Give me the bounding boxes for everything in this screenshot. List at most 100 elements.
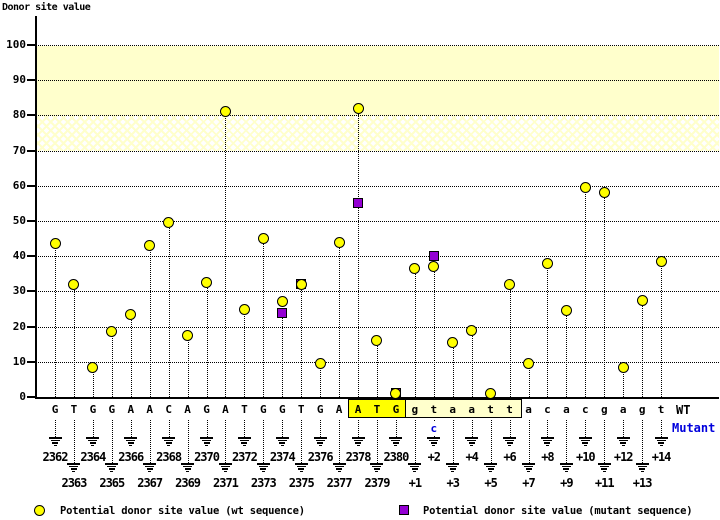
ground-tick-icon bbox=[484, 463, 498, 473]
wt-point bbox=[49, 238, 61, 250]
position-label: +12 bbox=[613, 450, 634, 464]
wt-point bbox=[144, 240, 156, 252]
sequence-letter: G bbox=[316, 403, 324, 416]
ground-tick-icon bbox=[332, 463, 346, 473]
y-tick-10 bbox=[27, 360, 35, 363]
point-stem bbox=[149, 245, 151, 397]
point-stem bbox=[376, 340, 378, 397]
position-label: +3 bbox=[446, 476, 460, 490]
ground-tick-icon bbox=[559, 463, 573, 473]
legend-mutant-marker-icon bbox=[399, 505, 409, 515]
ground-tick-icon bbox=[503, 437, 517, 447]
wt-point bbox=[314, 358, 326, 370]
position-stem bbox=[547, 420, 549, 437]
position-stem bbox=[301, 420, 303, 463]
position-stem bbox=[206, 420, 208, 437]
grid-line-60 bbox=[36, 185, 719, 187]
point-stem bbox=[642, 300, 644, 397]
y-tick-20 bbox=[27, 325, 35, 328]
grid-line-50 bbox=[36, 221, 719, 222]
point-stem bbox=[661, 261, 663, 397]
ground-tick-icon bbox=[294, 463, 308, 473]
wt-point bbox=[617, 361, 629, 373]
y-tick-label-70: 70 bbox=[12, 143, 26, 157]
wt-point bbox=[428, 261, 440, 273]
position-label: +8 bbox=[541, 450, 554, 464]
point-stem bbox=[55, 243, 56, 397]
wt-point bbox=[409, 263, 421, 275]
wt-point bbox=[219, 106, 231, 118]
sequence-letter: c bbox=[544, 403, 551, 416]
sequence-letter: g bbox=[411, 403, 419, 416]
sequence-letter: A bbox=[184, 403, 191, 416]
point-stem bbox=[452, 342, 454, 397]
point-stem bbox=[358, 108, 360, 397]
sequence-letter: G bbox=[108, 403, 116, 416]
position-stem bbox=[111, 420, 113, 463]
position-stem bbox=[130, 420, 132, 437]
position-label: +7 bbox=[522, 476, 535, 490]
wt-point bbox=[182, 329, 194, 341]
ground-tick-icon bbox=[105, 463, 119, 473]
grid-line-20 bbox=[36, 326, 719, 328]
position-label: 2376 bbox=[307, 450, 334, 464]
position-label: +4 bbox=[465, 450, 478, 464]
ground-tick-icon bbox=[370, 463, 384, 473]
position-label: +11 bbox=[594, 476, 615, 490]
sequence-letter: A bbox=[335, 403, 343, 416]
y-tick-40 bbox=[27, 255, 35, 258]
ground-tick-icon bbox=[635, 463, 649, 473]
position-stem bbox=[339, 420, 341, 463]
sequence-letter: G bbox=[260, 403, 267, 416]
wt-point bbox=[447, 336, 459, 348]
chart-title: Donor site value bbox=[2, 2, 91, 13]
sequence-letter: T bbox=[373, 403, 381, 416]
position-stem bbox=[623, 420, 625, 437]
ground-tick-icon bbox=[67, 463, 81, 473]
position-label: 2369 bbox=[175, 476, 201, 490]
point-stem bbox=[320, 363, 322, 397]
point-stem bbox=[528, 363, 530, 397]
position-stem bbox=[358, 420, 360, 437]
sequence-letter: T bbox=[241, 403, 248, 416]
sequence-letter: T bbox=[297, 403, 305, 416]
mutant-point bbox=[428, 251, 439, 262]
point-stem bbox=[130, 314, 132, 397]
point-stem bbox=[111, 331, 113, 397]
position-stem bbox=[244, 420, 246, 437]
position-label: +1 bbox=[408, 476, 422, 490]
point-stem bbox=[433, 256, 435, 397]
wt-point bbox=[238, 303, 250, 315]
position-stem bbox=[263, 420, 265, 463]
position-label: 2365 bbox=[99, 476, 125, 490]
y-tick-30 bbox=[27, 290, 35, 293]
y-axis-line bbox=[35, 16, 37, 399]
position-label: +14 bbox=[651, 450, 672, 464]
wt-point bbox=[466, 324, 478, 336]
ground-tick-icon bbox=[351, 437, 365, 447]
position-label: +2 bbox=[427, 450, 441, 464]
point-stem bbox=[471, 330, 473, 397]
sequence-letter: t bbox=[506, 403, 513, 416]
point-stem bbox=[206, 282, 208, 397]
sequence-letter: A bbox=[222, 403, 229, 416]
point-stem bbox=[187, 335, 189, 397]
mutant-point bbox=[353, 198, 364, 209]
position-label: +10 bbox=[575, 450, 596, 464]
point-stem bbox=[282, 301, 284, 397]
position-stem bbox=[509, 420, 511, 437]
sequence-letter: G bbox=[392, 403, 400, 416]
sequence-letter: t bbox=[487, 403, 494, 416]
y-tick-100 bbox=[27, 44, 35, 46]
sequence-letter: a bbox=[449, 403, 457, 416]
position-label: 2367 bbox=[137, 476, 163, 490]
point-stem bbox=[547, 263, 549, 397]
ground-tick-icon bbox=[446, 463, 460, 473]
position-label: 2364 bbox=[80, 450, 106, 464]
sequence-letter: t bbox=[657, 403, 665, 416]
y-tick-label-80: 80 bbox=[12, 108, 26, 122]
sequence-letter: A bbox=[354, 403, 362, 416]
sequence-highlight-box bbox=[347, 399, 522, 418]
position-label: 2374 bbox=[269, 450, 296, 464]
